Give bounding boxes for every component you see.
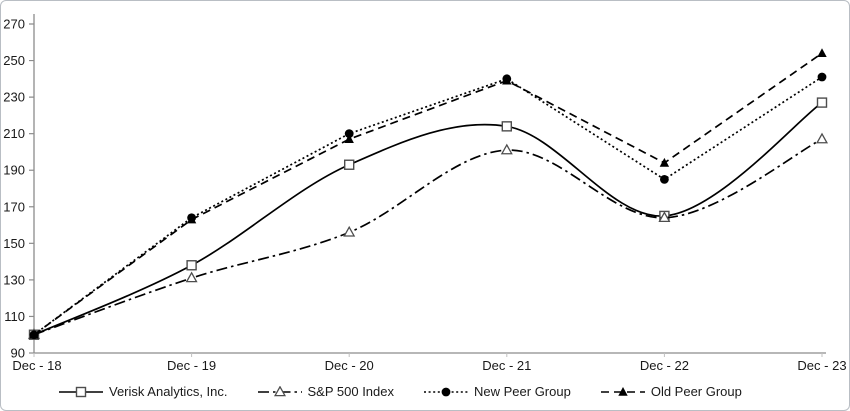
series-3 [29, 72, 827, 340]
x-axis-tick-label: Dec - 21 [482, 358, 531, 373]
legend-item: Old Peer Group [600, 384, 742, 400]
legend-item: Verisk Analytics, Inc. [59, 384, 228, 400]
series-4 [29, 48, 827, 339]
open-square-marker [501, 121, 512, 132]
series-line [33, 138, 823, 336]
filled-circle-marker [660, 174, 669, 184]
y-axis-tick-label: 130 [3, 272, 25, 287]
filled-circle-marker [817, 72, 827, 82]
filled-circle-marker [344, 129, 354, 139]
y-axis-tick-label: 190 [3, 163, 25, 178]
legend-swatch-filled-circle-icon [424, 387, 468, 397]
series-2 [27, 132, 829, 339]
chart-legend: Verisk Analytics, Inc. S&P 500 Index New P… [59, 384, 742, 400]
legend-swatch-open-square-icon [59, 386, 103, 398]
open-triangle-marker [343, 225, 356, 237]
y-axis-tick-label: 170 [3, 199, 25, 214]
y-axis-tick-label: 270 [3, 17, 25, 32]
x-axis-tick-label: Dec - 18 [12, 358, 61, 373]
x-axis-tick-label: Dec - 23 [797, 358, 846, 373]
y-axis-tick-label: 150 [3, 236, 25, 251]
open-square-marker [75, 386, 87, 398]
series-line [33, 76, 823, 336]
x-axis-tick-label: Dec - 20 [325, 358, 374, 373]
open-triangle-marker [185, 271, 198, 283]
open-square-marker [344, 159, 355, 170]
filled-triangle-marker [817, 48, 827, 58]
legend-swatch-open-triangle-icon [257, 386, 302, 397]
legend-item: New Peer Group [424, 384, 571, 400]
series-line [33, 101, 823, 336]
open-square-marker [186, 260, 197, 271]
filled-triangle-marker [29, 329, 39, 339]
open-triangle-marker [273, 386, 286, 397]
open-triangle-marker [658, 211, 671, 222]
open-triangle-marker [500, 143, 513, 155]
legend-item-label: New Peer Group [474, 384, 571, 399]
filled-circle-marker [441, 387, 451, 397]
filled-triangle-marker [502, 75, 512, 85]
series-line [33, 52, 823, 336]
legend-item-label: Old Peer Group [650, 384, 742, 399]
x-axis-tick-label: Dec - 19 [167, 358, 216, 373]
filled-triangle-marker [659, 157, 670, 167]
legend-item-label: Verisk Analytics, Inc. [109, 384, 228, 399]
filled-triangle-marker [344, 134, 354, 143]
open-triangle-marker [815, 132, 829, 144]
y-axis-tick-label: 90 [11, 346, 25, 361]
filled-triangle-marker [618, 387, 628, 396]
y-axis-tick-label: 230 [3, 90, 25, 105]
y-axis-tick-label: 110 [4, 309, 25, 324]
y-axis-tick-label: 210 [3, 126, 25, 141]
open-square-marker [816, 97, 828, 108]
legend-item-label: S&P 500 Index [307, 384, 395, 399]
legend-item: S&P 500 Index [257, 384, 395, 400]
x-axis-tick-label: Dec - 22 [640, 358, 689, 373]
filled-triangle-marker [186, 214, 197, 224]
y-axis-tick-label: 250 [3, 53, 25, 68]
legend-swatch-filled-triangle-icon [600, 387, 645, 396]
